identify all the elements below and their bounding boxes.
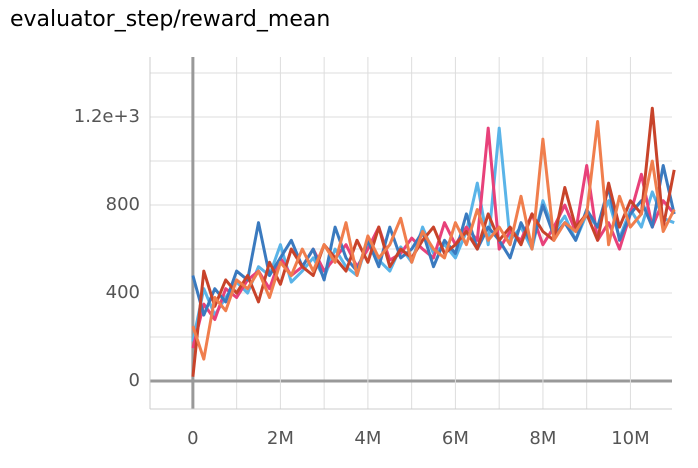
- x-tick-label: 0: [187, 428, 198, 449]
- x-tick-label: 2M: [267, 428, 294, 449]
- x-tick-label: 6M: [442, 428, 469, 449]
- series-line: [191, 120, 676, 361]
- y-tick-label: 0: [129, 370, 140, 391]
- x-tick-label: 10M: [611, 428, 649, 449]
- y-tick-label: 800: [106, 194, 140, 215]
- y-tick-label: 400: [106, 282, 140, 303]
- series-line: [191, 106, 676, 377]
- y-tick-label: 1.2e+3: [74, 106, 140, 127]
- series-line: [191, 126, 676, 349]
- chart-title: evaluator_step/reward_mean: [10, 7, 330, 32]
- x-tick-label: 4M: [354, 428, 381, 449]
- x-tick-label: 8M: [529, 428, 556, 449]
